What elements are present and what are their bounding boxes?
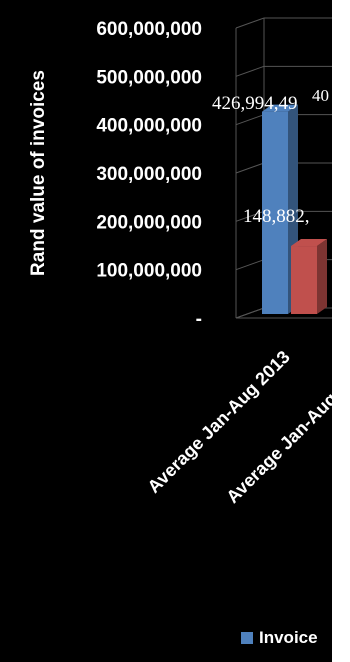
y-tick-label-6: 600,000,000	[96, 19, 202, 40]
y-tick-label-5: 500,000,000	[96, 67, 202, 88]
y-axis-title: Rand value of invoices	[28, 70, 49, 276]
x-category-label-0: Average Jan-Aug 2013	[144, 347, 294, 497]
data-label-partial: 40	[312, 86, 329, 105]
bar-series-0	[262, 111, 288, 315]
data-label-series-0: 426,994,49	[212, 93, 298, 114]
y-tick-label-2: 200,000,000	[96, 212, 202, 233]
legend: Invoice	[241, 628, 331, 648]
y-tick-label-4: 400,000,000	[96, 116, 202, 137]
data-label-series-1: 148,882,	[243, 206, 310, 227]
legend-swatch-invoice	[241, 632, 253, 644]
bar-side-series-1	[317, 239, 327, 314]
legend-label-invoice: Invoice	[259, 628, 318, 647]
bar-series-1	[291, 246, 317, 314]
gridline-side-2	[235, 210, 265, 222]
y-tick-label-3: 300,000,000	[96, 164, 202, 185]
y-tick-label-1: 100,000,000	[96, 261, 202, 282]
gridline-side-5	[235, 65, 265, 77]
bar-top-series-0	[262, 104, 298, 112]
gridline-side-1	[235, 259, 265, 271]
gridline-side-0	[235, 307, 265, 319]
gridline-side-3	[235, 162, 265, 174]
gridline-side-6	[235, 17, 265, 29]
bar-top-series-1	[291, 239, 327, 247]
gridline-side-4	[235, 114, 265, 126]
right-edge-strip	[332, 0, 350, 662]
y-tick-label-0: -	[196, 309, 202, 330]
